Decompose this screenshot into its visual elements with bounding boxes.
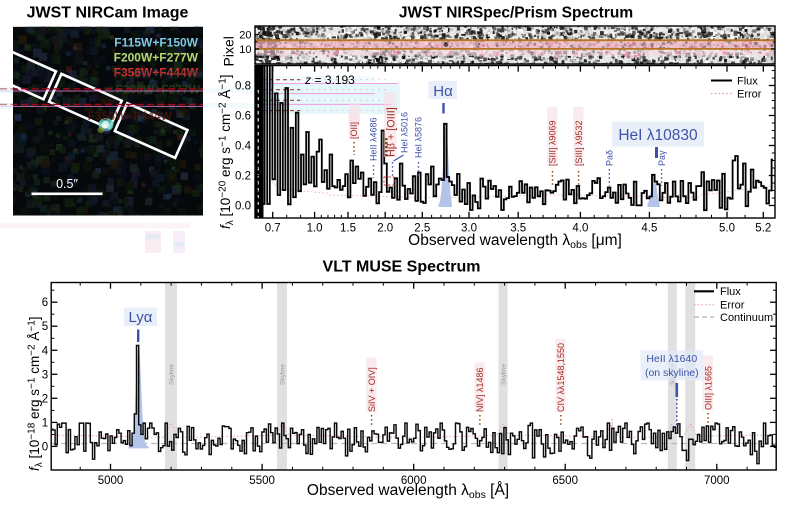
svg-text:[SIII] λ9532: [SIII] λ9532: [574, 120, 584, 166]
svg-text:6000: 6000: [401, 475, 427, 487]
svg-text:Skyline: Skyline: [500, 364, 507, 385]
svg-text:0.8: 0.8: [235, 81, 251, 93]
svg-text:20: 20: [239, 30, 251, 42]
svg-text:Paδ: Paδ: [605, 150, 615, 166]
svg-text:Pixel: Pixel: [221, 36, 237, 66]
svg-text:Hα: Hα: [433, 83, 453, 100]
svg-text:3: 3: [42, 369, 48, 381]
svg-text:F356W+F444W: F356W+F444W: [88, 109, 173, 123]
svg-text:SiIV + OIV]: SiIV + OIV]: [367, 367, 377, 412]
svg-text:5000: 5000: [98, 475, 124, 487]
svg-text:Skyline: Skyline: [168, 364, 175, 385]
svg-text:0: 0: [42, 441, 48, 453]
svg-text:1.0: 1.0: [307, 223, 323, 235]
svg-text:5.2: 5.2: [755, 223, 771, 235]
svg-text:HeI λ5016: HeI λ5016: [400, 112, 410, 153]
svg-text:10: 10: [239, 44, 251, 56]
svg-text:F356W+F444W: F356W+F444W: [114, 66, 199, 80]
svg-text:1: 1: [42, 417, 48, 429]
svg-text:0.2: 0.2: [235, 171, 251, 183]
svg-text:Flux: Flux: [720, 286, 741, 298]
svg-text:0.7: 0.7: [265, 223, 281, 235]
svg-text:5500: 5500: [249, 475, 275, 487]
svg-text:VLT MUSE Spectrum: VLT MUSE Spectrum: [323, 259, 481, 276]
svg-text:0.0: 0.0: [235, 201, 251, 213]
svg-text:4: 4: [42, 345, 49, 357]
svg-text:0.4: 0.4: [235, 141, 252, 153]
svg-text:F200W+F277W: F200W+F277W: [114, 51, 199, 65]
svg-text:0.6: 0.6: [235, 111, 251, 123]
svg-text:6: 6: [42, 297, 48, 309]
svg-text:3.5: 3.5: [510, 223, 526, 235]
svg-text:Hβ + [OIII]: Hβ + [OIII]: [385, 107, 397, 157]
svg-text:2: 2: [42, 393, 48, 405]
svg-text:HeI λ10830: HeI λ10830: [618, 127, 698, 144]
svg-text:[OII]: [OII]: [349, 122, 359, 139]
svg-text:Continuum: Continuum: [720, 312, 773, 324]
svg-text:Error: Error: [737, 89, 762, 101]
svg-text:OIII] λ1665: OIII] λ1665: [703, 366, 713, 410]
svg-text:fλ [10−20 erg s−1 cm−2 Å−1]: fλ [10−20 erg s−1 cm−2 Å−1]: [218, 74, 237, 229]
svg-text:Lyα: Lyα: [129, 309, 153, 326]
svg-text:1.5: 1.5: [340, 223, 356, 235]
svg-text:(on skyline): (on skyline): [645, 367, 699, 379]
svg-text:6500: 6500: [552, 475, 578, 487]
svg-text:4.0: 4.0: [572, 223, 588, 235]
svg-text:fλ [10−18 erg s−1 cm−2 Å−1]: fλ [10−18 erg s−1 cm−2 Å−1]: [27, 316, 46, 471]
svg-text:4.5: 4.5: [641, 223, 657, 235]
svg-text:0.5″: 0.5″: [56, 177, 78, 191]
svg-text:Observed wavelength λobs [Å]: Observed wavelength λobs [Å]: [307, 482, 509, 501]
svg-text:Skyline: Skyline: [279, 364, 286, 385]
svg-text:[SIII] λ9069: [SIII] λ9069: [548, 120, 558, 166]
svg-text:HeI λ5876: HeI λ5876: [414, 117, 424, 158]
svg-text:JWST NIRSpec/Prism Spectrum: JWST NIRSpec/Prism Spectrum: [399, 5, 633, 22]
svg-text:2.0: 2.0: [377, 223, 393, 235]
svg-text:7000: 7000: [704, 475, 730, 487]
svg-text:Error: Error: [720, 300, 745, 312]
svg-text:F115W+F150W: F115W+F150W: [114, 36, 198, 50]
svg-text:Observed wavelength λobs [μm]: Observed wavelength λobs [μm]: [408, 232, 622, 251]
svg-text:2.5: 2.5: [414, 223, 430, 235]
svg-text:Paγ: Paγ: [657, 150, 667, 166]
svg-text:5: 5: [42, 321, 48, 333]
svg-text:CIV λλ1548,1550: CIV λλ1548,1550: [556, 343, 566, 412]
svg-text:3.0: 3.0: [461, 223, 477, 235]
svg-text:z = 3.193: z = 3.193: [304, 73, 355, 87]
svg-text:5.0: 5.0: [719, 223, 735, 235]
svg-text:HeII λ1640: HeII λ1640: [646, 353, 697, 365]
svg-text:Flux: Flux: [737, 76, 758, 88]
svg-text:F115W+F150W: F115W+F150W: [114, 68, 198, 82]
svg-text:JWST NIRCam Image: JWST NIRCam Image: [27, 5, 189, 22]
svg-text:NIV] λ1486: NIV] λ1486: [475, 367, 485, 412]
svg-text:HeII λ4686: HeII λ4686: [369, 117, 379, 161]
